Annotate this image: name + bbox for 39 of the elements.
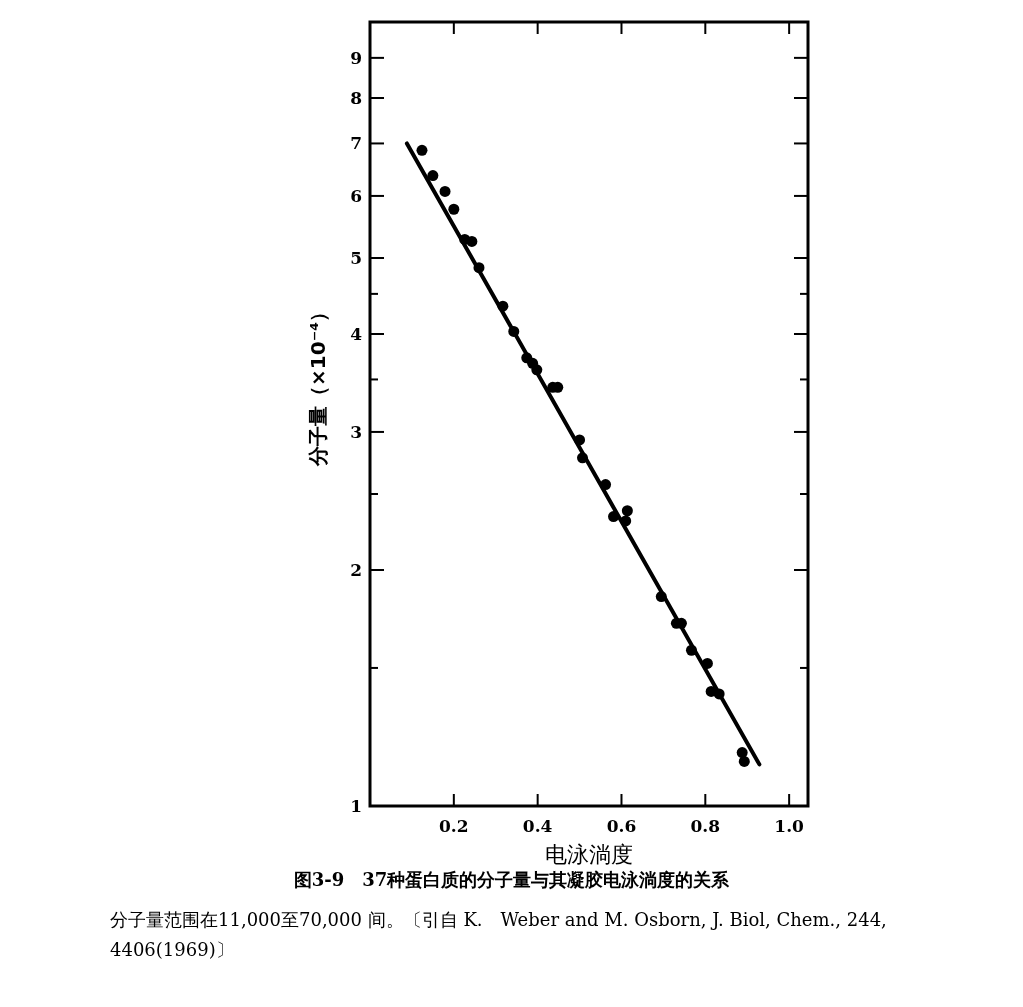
y-tick-label: 9 (350, 47, 362, 68)
point (448, 203, 460, 215)
y-tick-label: 8 (350, 87, 362, 108)
x-tick-label: 0.8 (690, 816, 721, 836)
point (508, 325, 520, 337)
point (655, 591, 667, 603)
point (473, 262, 485, 274)
y-tick-label: 1 (350, 796, 362, 816)
point (497, 300, 509, 312)
point (608, 511, 620, 523)
point (527, 357, 539, 369)
point (577, 452, 588, 464)
point (600, 479, 612, 491)
caption: 图3-9 37种蛋白质的分子量与其凝胶电泳淌度的关系 (292, 868, 731, 892)
text: 分子量范围在11,000至70,000 间。〔引自 K. Weber and M. Osborn, J. Biol, Chem., 244, 4406(1969)〕 (110, 908, 888, 962)
x-tick-label: 0.4 (522, 816, 553, 836)
point (574, 434, 586, 446)
x-tick-label: 0.2 (439, 816, 469, 836)
point (736, 747, 748, 759)
point (620, 515, 632, 527)
point (466, 235, 478, 247)
point (701, 657, 713, 669)
point (621, 505, 633, 517)
y-tick-label: 6 (350, 185, 362, 206)
point (685, 644, 697, 656)
point (713, 688, 725, 700)
y-tick-label: 4 (350, 323, 363, 344)
point (738, 755, 750, 767)
x-tick-label: 0.6 (606, 816, 637, 836)
y-axis-title: 分子量（×10⁻⁴） (306, 302, 330, 467)
x-tick-label: 1.0 (774, 816, 805, 836)
point (416, 144, 428, 156)
y-tick-label: 2 (350, 559, 362, 580)
y-tick-label: 5 (350, 248, 362, 269)
point (439, 185, 451, 197)
x-axis-title: 电泳淌度 (545, 842, 633, 867)
point (427, 170, 439, 182)
y-tick-label: 7 (350, 133, 362, 154)
y-tick-label: 3 (350, 421, 362, 442)
